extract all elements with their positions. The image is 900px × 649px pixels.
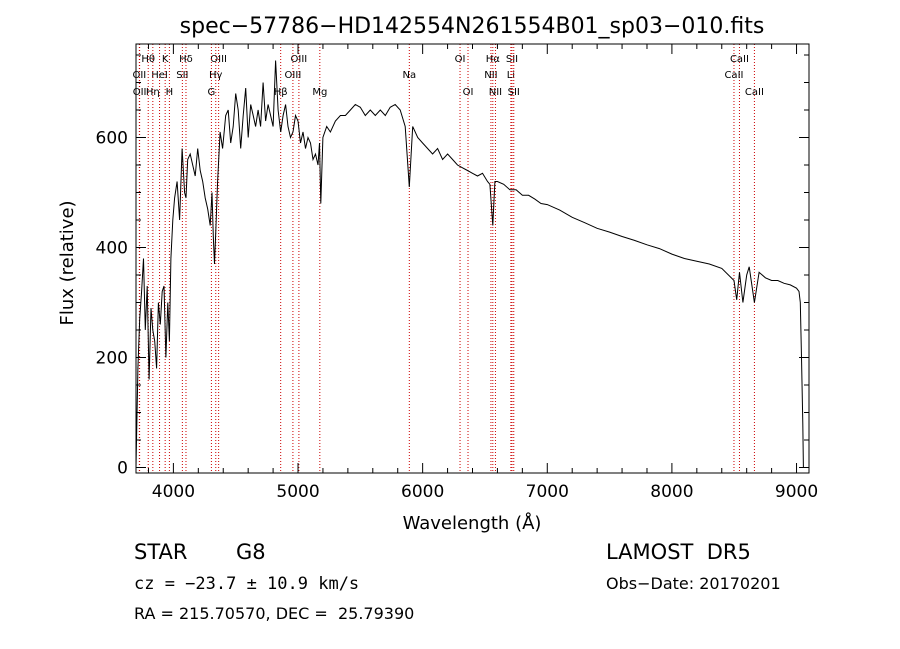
y-axis-label: Flux (relative)	[57, 200, 78, 325]
y-tick-label: 0	[117, 459, 128, 479]
marker-label: H	[166, 87, 174, 98]
marker-label: OIII	[291, 54, 308, 65]
marker-label: SII	[506, 54, 518, 65]
marker-label: OI	[455, 54, 466, 65]
x-tick-label: 8000	[650, 482, 693, 502]
chart-title: spec−57786−HD142554N261554B01_sp03−010.f…	[180, 14, 765, 39]
marker-label: OIII	[285, 70, 302, 81]
y-axis: 0 200 400 600	[96, 54, 809, 479]
marker-label: OI	[463, 87, 474, 98]
marker-label: Hβ	[274, 87, 288, 98]
marker-label: SII	[508, 87, 520, 98]
x-tick-label: 4000	[152, 482, 195, 502]
marker-label: NII	[489, 87, 502, 98]
y-tick-label: 200	[96, 349, 128, 369]
x-axis: 4000 5000 6000 7000 8000 9000	[147, 44, 818, 502]
marker-label: CaII	[724, 70, 743, 81]
spectrum-line	[135, 60, 804, 468]
marker-label: Hθ	[141, 54, 155, 65]
x-tick-label: 7000	[526, 482, 569, 502]
marker-label: HeI	[151, 70, 168, 81]
marker-label: OII	[132, 70, 146, 81]
x-tick-label: 6000	[401, 482, 444, 502]
marker-label: OII	[133, 87, 147, 98]
marker-label: CaII	[730, 54, 749, 65]
coordinates: RA = 215.70570, DEC = 25.79390	[134, 604, 415, 623]
redshift-value: cz = −23.7 ± 10.9 km/s	[134, 574, 360, 594]
marker-label: OIII	[210, 54, 227, 65]
x-axis-label: Wavelength (Å)	[403, 512, 542, 534]
spectral-class: G8	[236, 540, 266, 564]
marker-label: Hα	[486, 54, 501, 65]
plot-frame	[135, 43, 810, 474]
x-tick-label: 9000	[775, 482, 818, 502]
survey-name: LAMOST DR5	[606, 540, 751, 564]
object-type: STAR	[134, 540, 188, 564]
marker-label: Mg	[312, 87, 327, 98]
marker-label: Hδ	[179, 54, 193, 65]
marker-label: G	[208, 87, 216, 98]
marker-label: NII	[484, 70, 497, 81]
marker-label: Na	[403, 70, 417, 81]
marker-label: Li	[507, 70, 515, 81]
marker-label: CaII	[745, 87, 764, 98]
x-tick-label: 5000	[276, 482, 319, 502]
marker-label: Hη	[146, 87, 160, 98]
marker-label: Hγ	[209, 70, 223, 81]
marker-label: K	[162, 54, 169, 65]
y-tick-label: 600	[96, 129, 128, 149]
y-tick-label: 400	[96, 239, 128, 259]
marker-label: SII	[176, 70, 188, 81]
obs-date: Obs−Date: 20170201	[606, 574, 781, 593]
